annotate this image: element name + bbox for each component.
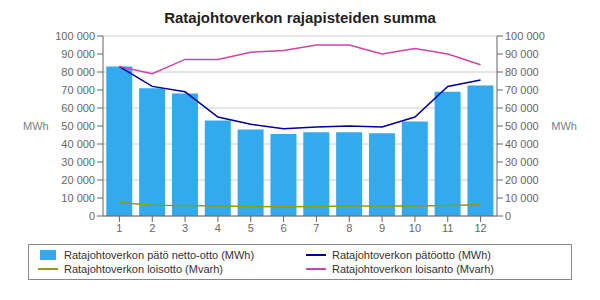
svg-text:9: 9 xyxy=(379,222,385,234)
svg-text:20 000: 20 000 xyxy=(61,174,95,186)
html-text:Ratajohtoverkon pätö netto-ott: Ratajohtoverkon pätö netto-otto (MWh) xyxy=(64,249,255,261)
svg-text:50 000: 50 000 xyxy=(505,120,539,132)
html-text:Ratajohtoverkon pätöotto (MWh): Ratajohtoverkon pätöotto (MWh) xyxy=(332,249,491,261)
svg-text:1: 1 xyxy=(116,222,122,234)
html-text:Ratajohtoverkon loisanto (Mvar: Ratajohtoverkon loisanto (Mvarh) xyxy=(332,263,494,275)
svg-text:2: 2 xyxy=(149,222,155,234)
svg-text:8: 8 xyxy=(346,222,352,234)
svg-text:60 000: 60 000 xyxy=(61,102,95,114)
svg-text:90 000: 90 000 xyxy=(505,48,539,60)
svg-text:10 000: 10 000 xyxy=(61,192,95,204)
svg-text:10: 10 xyxy=(409,222,421,234)
svg-text:3: 3 xyxy=(182,222,188,234)
svg-text:70 000: 70 000 xyxy=(505,84,539,96)
svg-text:MWh: MWh xyxy=(23,120,49,132)
svg-text:MWh: MWh xyxy=(551,120,577,132)
svg-text:11: 11 xyxy=(442,222,453,234)
svg-text:60 000: 60 000 xyxy=(505,102,539,114)
svg-text:6: 6 xyxy=(281,222,287,234)
svg-text:40 000: 40 000 xyxy=(505,138,539,150)
svg-text:0: 0 xyxy=(505,210,511,222)
svg-text:10 000: 10 000 xyxy=(505,192,539,204)
svg-text:90 000: 90 000 xyxy=(61,48,95,60)
svg-text:30 000: 30 000 xyxy=(505,156,539,168)
html-text:Ratajohtoverkon loisotto (Mvar: Ratajohtoverkon loisotto (Mvarh) xyxy=(64,263,223,275)
html-text:Ratajohtoverkon rajapisteiden: Ratajohtoverkon rajapisteiden summa xyxy=(164,9,436,26)
svg-text:100 000: 100 000 xyxy=(505,30,545,42)
svg-text:12: 12 xyxy=(474,222,486,234)
svg-text:80 000: 80 000 xyxy=(505,66,539,78)
svg-text:70 000: 70 000 xyxy=(61,84,95,96)
svg-text:30 000: 30 000 xyxy=(61,156,95,168)
svg-text:80 000: 80 000 xyxy=(61,66,95,78)
svg-text:7: 7 xyxy=(313,222,319,234)
svg-text:4: 4 xyxy=(215,222,221,234)
svg-text:40 000: 40 000 xyxy=(61,138,95,150)
svg-text:20 000: 20 000 xyxy=(505,174,539,186)
svg-text:100 000: 100 000 xyxy=(55,30,95,42)
svg-text:5: 5 xyxy=(248,222,254,234)
svg-text:50 000: 50 000 xyxy=(61,120,95,132)
svg-text:0: 0 xyxy=(89,210,95,222)
